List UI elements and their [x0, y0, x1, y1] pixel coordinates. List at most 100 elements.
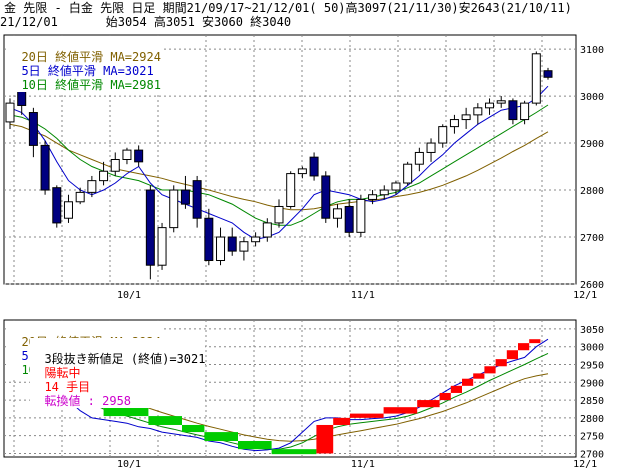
- candle-body: [309, 156, 319, 177]
- tlb-tick-label: 3000: [580, 343, 604, 354]
- chart-header-ohlc: 21/12/01 始3054 高3051 安3060 終3040: [0, 15, 292, 29]
- candle-body: [75, 191, 85, 203]
- tlb-brick: [417, 400, 440, 408]
- tlb-brick: [182, 424, 205, 433]
- candle-body: [157, 227, 167, 266]
- candle-body: [274, 205, 284, 224]
- tlb-brick: [350, 413, 384, 418]
- candle-body: [262, 222, 272, 238]
- candle-body: [286, 173, 296, 207]
- tlb-brick: [473, 373, 485, 379]
- candle-body: [145, 189, 155, 266]
- tlb-tick-label: 2900: [580, 378, 604, 389]
- tlb-brick: [333, 417, 350, 425]
- ma5-line: [9, 85, 549, 240]
- candle-body: [17, 90, 27, 106]
- candle-body: [485, 102, 495, 109]
- price-tick-label: 2900: [580, 139, 604, 150]
- candle-body: [426, 142, 436, 153]
- tlb-tick-label: 2700: [580, 449, 604, 460]
- three-line-break-info: 3段抜き新値足 (終値)=3021 陽転中 14 手目 転換値 : 2958: [30, 338, 206, 408]
- candle-body: [508, 100, 518, 121]
- candle-body: [99, 170, 109, 182]
- candle-body: [251, 236, 261, 243]
- tlb-brick: [506, 350, 518, 360]
- candle-body: [461, 114, 471, 121]
- tlb-reversal: 転換値 : 2958: [44, 394, 132, 408]
- candle-body: [227, 236, 237, 252]
- tlb-brick: [238, 440, 272, 450]
- tlb-brick: [316, 424, 334, 454]
- candle-body: [216, 236, 226, 262]
- price-tick-label: 3100: [580, 45, 604, 56]
- tlb-title: 3段抜き新値足 (終値)=3021: [44, 352, 206, 366]
- candle-body: [297, 168, 307, 175]
- tlb-brick: [148, 416, 182, 425]
- tlb-brick: [529, 339, 541, 344]
- candle-body: [122, 149, 132, 161]
- tlb-brick: [271, 449, 317, 455]
- price-xtick-label: 12/1: [573, 290, 597, 301]
- tlb-brick: [495, 359, 507, 367]
- candle-body: [356, 198, 366, 233]
- candle-body: [543, 70, 553, 78]
- tlb-count: 14 手目: [44, 380, 91, 394]
- candle-body: [239, 241, 249, 252]
- candle-body: [180, 189, 190, 205]
- legend-ma5: 5日 終値平滑 MA=3021: [21, 64, 154, 78]
- tlb-brick: [439, 392, 451, 401]
- legend-ma10: 10日 終値平滑 MA=2981: [21, 78, 161, 92]
- candle-body: [63, 201, 73, 219]
- tlb-brick: [450, 385, 462, 393]
- candle-body: [332, 208, 342, 219]
- tlb-brick: [204, 432, 238, 441]
- tlb-xtick-label: 12/1: [573, 459, 597, 470]
- tlb-tick-label: 2850: [580, 396, 604, 407]
- candle-body: [368, 194, 378, 200]
- tlb-brick: [383, 407, 418, 414]
- chart-header-title: 金 先限 - 白金 先限 日足 期間21/09/17~21/12/01( 50)…: [4, 1, 572, 15]
- legend-ma20: 20日 終値平滑 MA=2924: [21, 50, 161, 64]
- candle-body: [449, 119, 459, 128]
- candle-body: [379, 189, 389, 196]
- tlb-brick: [518, 343, 530, 351]
- tlb-tick-label: 2800: [580, 414, 604, 425]
- candle-body: [391, 182, 401, 191]
- candle-body: [344, 205, 354, 233]
- candle-body: [321, 175, 331, 219]
- candle-body: [473, 107, 483, 116]
- candle-body: [169, 189, 179, 229]
- tlb-brick: [462, 378, 474, 386]
- tlb-tick-label: 3050: [580, 325, 604, 336]
- candle-body: [520, 102, 530, 121]
- price-xtick-label: 11/1: [351, 290, 375, 301]
- candle-body: [52, 187, 62, 224]
- candle-body: [28, 112, 38, 146]
- candle-body: [40, 144, 50, 191]
- tlb-brick: [103, 407, 149, 417]
- tlb-ma5-line: [9, 338, 549, 452]
- candle-body: [134, 149, 144, 163]
- candle-body: [5, 102, 15, 123]
- legend-block-upper: 20日 終値平滑 MA=2924 5日 終値平滑 MA=3021 10日 終値平…: [7, 36, 161, 92]
- price-tick-label: 2600: [580, 280, 604, 291]
- candle-body: [496, 100, 506, 104]
- price-tick-label: 2800: [580, 186, 604, 197]
- candle-body: [531, 53, 541, 104]
- candle-body: [87, 180, 97, 193]
- tlb-xtick-label: 10/1: [117, 459, 141, 470]
- candle-body: [204, 217, 214, 262]
- price-tick-label: 3000: [580, 92, 604, 103]
- tlb-brick: [484, 366, 496, 374]
- candle-body: [192, 180, 202, 219]
- tlb-xtick-label: 11/1: [351, 459, 375, 470]
- candle-body: [438, 126, 448, 144]
- candle-body: [414, 151, 424, 165]
- price-xtick-label: 10/1: [117, 290, 141, 301]
- candle-body: [110, 159, 120, 172]
- tlb-status: 陽転中: [44, 366, 81, 380]
- tlb-tick-label: 2950: [580, 360, 604, 371]
- price-tick-label: 2700: [580, 233, 604, 244]
- candle-body: [403, 163, 413, 184]
